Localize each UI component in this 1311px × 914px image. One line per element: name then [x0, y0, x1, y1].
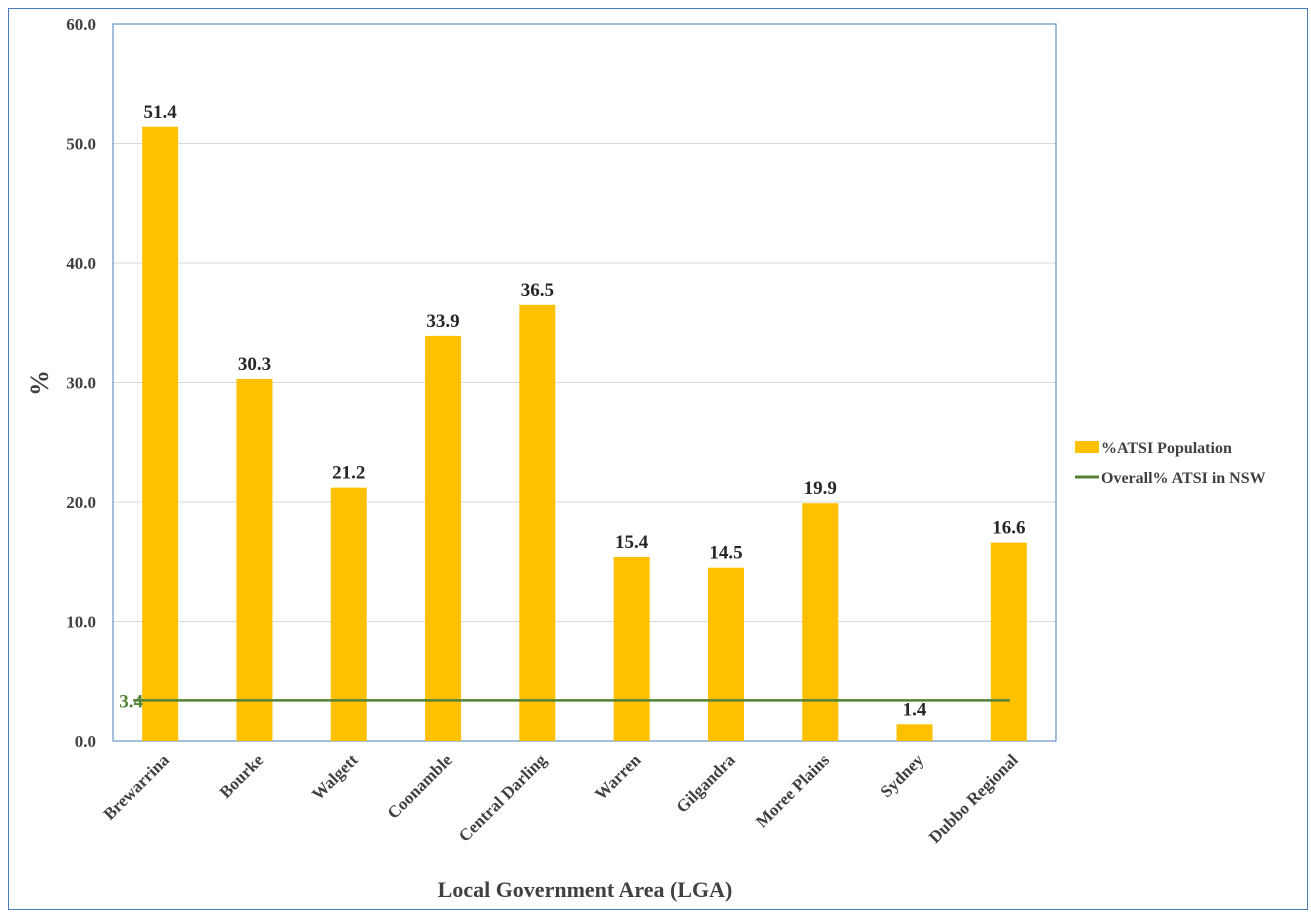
x-tick-label: Walgett	[308, 750, 362, 804]
chart-frame	[8, 8, 1308, 910]
bar	[896, 724, 933, 741]
y-tick-label: 50.0	[66, 135, 96, 154]
y-tick-label: 20.0	[66, 493, 96, 512]
bar	[236, 378, 273, 741]
x-tick-label: Bourke	[216, 750, 268, 802]
x-tick-label: Sydney	[877, 750, 928, 801]
reference-line-group: 3.4	[119, 691, 1010, 712]
x-tick-label: Central Darling	[455, 750, 551, 846]
y-tick-label: 30.0	[66, 374, 96, 393]
x-axis-title: Local Government Area (LGA)	[438, 877, 733, 902]
legend-bar-label: %ATSI Population	[1101, 440, 1232, 457]
y-tick-label: 0.0	[75, 732, 96, 751]
data-label: 19.9	[804, 478, 837, 499]
legend-line-label: Overall% ATSI in NSW	[1101, 470, 1266, 487]
bar	[802, 503, 839, 741]
y-tick-label: 10.0	[66, 613, 96, 632]
y-tick-labels: 0.0 10.0 20.0 30.0 40.0 50.0 60.0	[66, 15, 96, 751]
bar	[707, 567, 744, 741]
bar	[613, 556, 650, 741]
legend: %ATSI Population Overall% ATSI in NSW	[1075, 440, 1266, 487]
x-tick-label: Brewarrina	[100, 750, 174, 824]
x-tick-label: Gilgandra	[673, 750, 740, 817]
bar	[425, 335, 462, 741]
data-label: 51.4	[144, 102, 178, 123]
legend-bar-swatch	[1075, 441, 1099, 453]
data-labels: 51.4 30.3 21.2 33.9 36.5 15.4 14.5 19.9 1.4 16.6	[144, 102, 1026, 721]
x-tick-label: Coonamble	[384, 750, 457, 823]
x-tick-label: Moree Plains	[752, 750, 833, 831]
bar	[519, 304, 556, 741]
data-label: 33.9	[426, 311, 459, 332]
x-tick-labels: Brewarrina Bourke Walgett Coonamble Central …	[100, 750, 1022, 847]
plot-area-border	[112, 23, 1057, 742]
bars	[142, 126, 1027, 741]
data-label: 14.5	[709, 543, 742, 564]
y-tick-label: 60.0	[66, 15, 96, 34]
data-label: 21.2	[332, 463, 365, 484]
bar	[330, 487, 367, 741]
reference-line-label: 3.4	[119, 691, 143, 712]
data-label: 16.6	[992, 518, 1025, 539]
x-tick-label: Warren	[591, 750, 645, 804]
data-label: 1.4	[903, 699, 927, 720]
bar	[142, 126, 179, 741]
data-label: 36.5	[521, 280, 554, 301]
y-tick-label: 40.0	[66, 254, 96, 273]
data-label: 30.3	[238, 354, 271, 375]
bar	[990, 542, 1027, 741]
y-axis-title: %	[25, 370, 54, 396]
x-tick-label: Dubbo Regional	[925, 750, 1022, 847]
data-label: 15.4	[615, 532, 649, 553]
